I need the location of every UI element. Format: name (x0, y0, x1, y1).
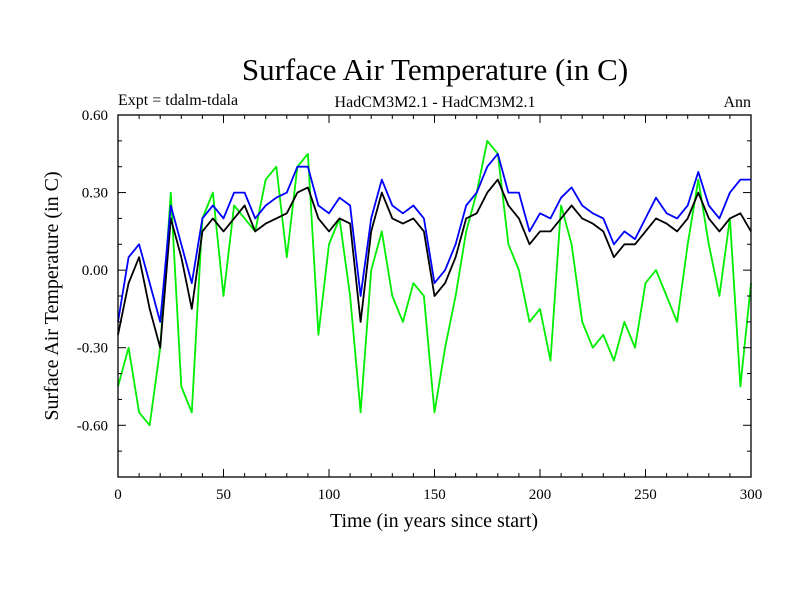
x-tick-label: 250 (634, 487, 657, 503)
chart-subtitle-center: HadCM3M2.1 - HadCM3M2.1 (335, 94, 536, 111)
y-tick-label: -0.60 (77, 418, 108, 434)
series-line-blue (117, 152, 751, 323)
x-tick-label: 0 (114, 487, 122, 503)
axis-ticks (117, 114, 752, 478)
x-tick-label: 200 (529, 487, 552, 503)
y-tick-label: -0.30 (77, 341, 108, 357)
series-line-black (117, 178, 752, 349)
y-tick-label: 0.00 (82, 263, 108, 279)
x-tick-label: 150 (423, 487, 446, 503)
x-tick-label: 100 (318, 487, 341, 503)
chart-subtitle-right: Ann (723, 94, 751, 111)
x-tick-labels: 0 50 100 150 200 250 300 (114, 487, 762, 503)
chart-subtitle-left: Expt = tdalm-tdala (118, 92, 238, 109)
x-tick-label: 300 (740, 487, 763, 503)
y-tick-label: 0.60 (82, 108, 108, 124)
series-line-green (117, 139, 752, 427)
x-axis-label: Time (in years since start) (330, 510, 538, 532)
y-axis-label: Surface Air Temperature (in C) (41, 171, 63, 420)
chart-title: Surface Air Temperature (in C) (242, 52, 628, 87)
y-tick-labels: 0.60 0.30 0.00 -0.30 -0.60 (77, 108, 108, 434)
x-tick-label: 50 (216, 487, 231, 503)
y-tick-label: 0.30 (82, 186, 108, 202)
plot-lines (117, 139, 752, 427)
